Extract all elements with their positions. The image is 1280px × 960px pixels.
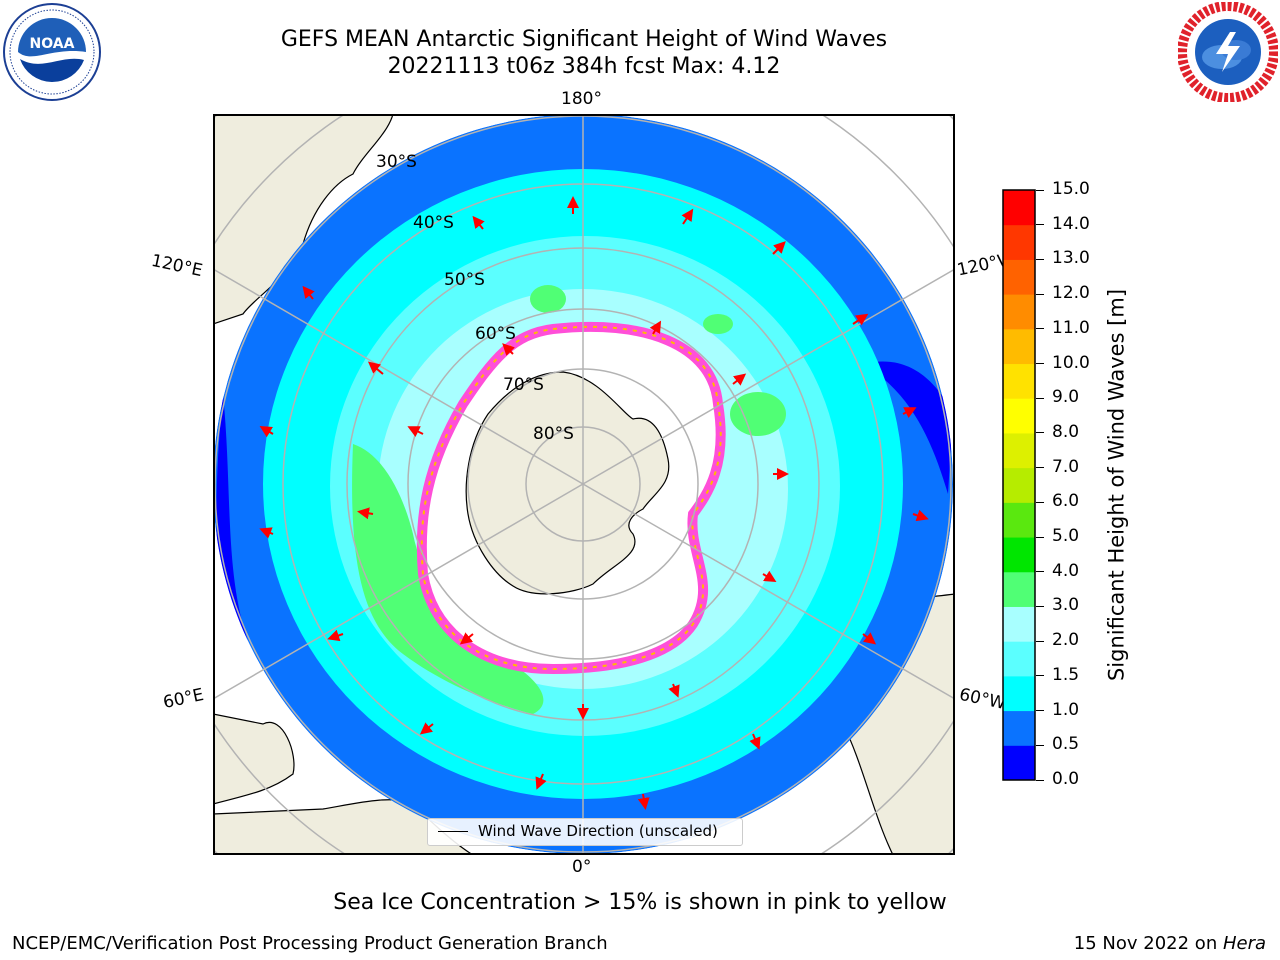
- run-date: 15 Nov 2022 on Hera: [1074, 933, 1266, 954]
- lat-label-30s: 30°S: [376, 152, 417, 172]
- colorbar-tick-mark: [1036, 293, 1044, 295]
- colorbar-segment: [1003, 675, 1035, 712]
- colorbar-tick-mark: [1036, 258, 1044, 260]
- colorbar-segment: [1003, 710, 1035, 746]
- colorbar-tick-label: 2.0: [1052, 630, 1080, 651]
- colorbar-tick-label: 13.0: [1052, 248, 1090, 269]
- colorbar-label: Significant Height of Wind Waves [m]: [1104, 288, 1129, 682]
- colorbar-tick-mark: [1036, 675, 1044, 677]
- colorbar-tick-label: 0.0: [1052, 769, 1080, 789]
- colorbar-tick-mark: [1036, 605, 1044, 607]
- colorbar-tick-label: 1.0: [1052, 699, 1080, 720]
- lon-label-60e: 60°E: [161, 684, 206, 714]
- nws-logo: [1178, 2, 1278, 102]
- colorbar-tick-label: 0.5: [1052, 734, 1080, 755]
- sea-ice-note: Sea Ice Concentration > 15% is shown in …: [333, 890, 947, 915]
- colorbar-segment: [1003, 537, 1035, 573]
- lon-label-60w: 60°W: [957, 684, 1005, 714]
- lon-label-120w: 120°W: [955, 251, 1005, 281]
- colorbar-segment: [1003, 745, 1035, 781]
- lat-label-80s: 80°S: [533, 424, 574, 444]
- noaa-logo-text: NOAA: [30, 36, 75, 52]
- colorbar-tick-mark: [1036, 397, 1044, 399]
- colorbar-tick-mark: [1036, 744, 1044, 746]
- colorbar-segment: [1003, 363, 1035, 399]
- noaa-logo: NOAA: [3, 3, 101, 101]
- map-legend: Wind Wave Direction (unscaled): [427, 818, 743, 846]
- colorbar-segment: [1003, 224, 1035, 260]
- legend-label: Wind Wave Direction (unscaled): [478, 822, 718, 840]
- colorbar: [1002, 189, 1036, 781]
- run-date-prefix: 15 Nov 2022 on: [1073, 933, 1223, 954]
- colorbar-segment: [1003, 467, 1035, 503]
- legend-line-swatch: [438, 831, 468, 832]
- antarctica: [465, 371, 670, 595]
- colorbar-tick-label: 4.0: [1052, 560, 1080, 581]
- colorbar-segment: [1003, 432, 1035, 469]
- lat-label-60s: 60°S: [475, 324, 516, 344]
- colorbar-tick-mark: [1036, 571, 1044, 573]
- credit-line: NCEP/EMC/Verification Post Processing Pr…: [12, 933, 608, 954]
- colorbar-tick-mark: [1036, 189, 1044, 191]
- colorbar-tick-mark: [1036, 328, 1044, 330]
- colorbar-segment: [1003, 606, 1035, 642]
- wind-wave-arrows: [259, 196, 929, 810]
- colorbar-tick-label: 6.0: [1052, 491, 1080, 512]
- lat-label-70s: 70°S: [503, 375, 544, 395]
- colorbar-segment: [1003, 294, 1035, 330]
- colorbar-tick-label: 5.0: [1052, 526, 1080, 547]
- colorbar-segment: [1003, 571, 1035, 607]
- graticule: [213, 114, 955, 855]
- lon-label-120e: 120°E: [149, 250, 205, 282]
- colorbar-tick-mark: [1036, 710, 1044, 712]
- colorbar-tick-mark: [1036, 501, 1044, 503]
- colorbar-segment: [1003, 641, 1035, 677]
- colorbar-tick-mark: [1036, 224, 1044, 226]
- lat-label-50s: 50°S: [444, 270, 485, 290]
- colorbar-segment: [1003, 398, 1035, 434]
- colorbar-segment: [1003, 259, 1035, 295]
- colorbar-tick-label: 11.0: [1052, 317, 1090, 338]
- colorbar-tick-mark: [1036, 363, 1044, 365]
- colorbar-frame: [1002, 189, 1036, 781]
- colorbar-tick-label: 14.0: [1052, 213, 1090, 234]
- colorbar-tick-mark: [1036, 467, 1044, 469]
- colorbar-tick-mark: [1036, 640, 1044, 642]
- lon-label-0: 0°: [572, 857, 592, 877]
- colorbar-tick-label: 15.0: [1052, 179, 1090, 199]
- colorbar-tick-label: 3.0: [1052, 595, 1080, 616]
- colorbar-segment: [1003, 502, 1035, 538]
- colorbar-tick-mark: [1036, 536, 1044, 538]
- colorbar-tick-mark: [1036, 779, 1044, 781]
- map-title: GEFS MEAN Antarctic Significant Height o…: [280, 27, 888, 52]
- colorbar-segment: [1003, 190, 1035, 226]
- colorbar-tick-mark: [1036, 432, 1044, 434]
- lon-label-180: 180°: [561, 89, 602, 109]
- map-subtitle: 20221113 t06z 384h fcst Max: 4.12: [387, 54, 781, 79]
- colorbar-tick-label: 10.0: [1052, 352, 1090, 373]
- colorbar-tick-label: 8.0: [1052, 421, 1080, 442]
- colorbar-tick-label: 9.0: [1052, 387, 1080, 408]
- machine-name: Hera: [1222, 933, 1266, 954]
- colorbar-tick-label: 12.0: [1052, 283, 1090, 304]
- colorbar-segment: [1003, 328, 1035, 365]
- wave-patch-green: [352, 444, 544, 714]
- polar-map: [213, 114, 955, 855]
- lat-label-40s: 40°S: [413, 213, 454, 233]
- colorbar-tick-label: 7.0: [1052, 456, 1080, 477]
- colorbar-tick-label: 1.5: [1052, 664, 1080, 685]
